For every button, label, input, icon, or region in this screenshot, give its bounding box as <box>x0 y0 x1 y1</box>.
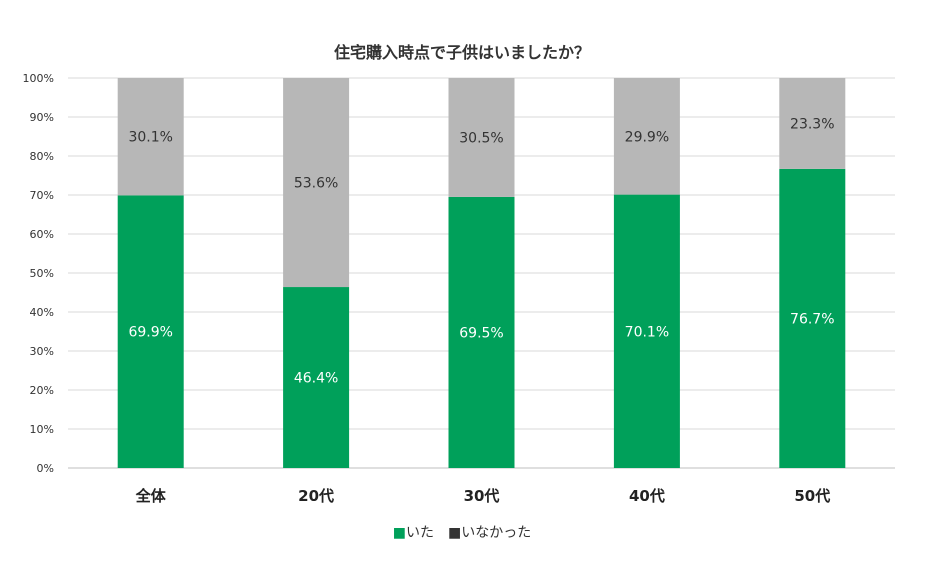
y-tick-label: 100% <box>23 72 54 85</box>
y-tick-label: 80% <box>30 150 54 163</box>
x-tick-label: 50代 <box>794 487 830 505</box>
y-tick-label: 60% <box>30 228 54 241</box>
bar-segment <box>117 78 184 196</box>
y-tick-label: 0% <box>37 462 54 475</box>
legend-text: ■いた ■いなかった <box>393 525 531 541</box>
legend-label: いた <box>406 525 448 541</box>
data-label: 23.3% <box>790 116 834 132</box>
bar-segment <box>283 287 350 468</box>
data-label: 29.9% <box>625 129 669 145</box>
bar-segment <box>779 168 846 468</box>
x-tick-label: 30代 <box>464 487 500 505</box>
data-label: 30.5% <box>459 130 503 146</box>
x-tick-label: 20代 <box>298 487 334 505</box>
data-label: 69.9% <box>128 325 172 341</box>
data-label: 53.6% <box>294 176 338 192</box>
bar-segment <box>448 196 515 468</box>
legend-marker: ■ <box>393 525 406 541</box>
y-tick-label: 50% <box>30 267 54 280</box>
bars <box>117 78 846 469</box>
y-tick-label: 90% <box>30 111 54 124</box>
x-tick-label: 全体 <box>135 487 167 505</box>
data-labels: 69.9% 30.1% 46.4% 53.6% 69.5% 30.5% 70.1% 29.9%… <box>128 116 834 386</box>
data-label: 69.5% <box>459 325 503 341</box>
x-axis-ticks: 全体 20代 30代 40代 50代 <box>135 487 831 505</box>
y-axis-ticks: 0% 10% 20% 30% 40% 50% 60% 70% 80% 90% 100% <box>23 72 54 475</box>
bar-segment <box>117 195 184 468</box>
data-label: 70.1% <box>625 324 669 340</box>
legend-marker: ■ <box>448 525 461 541</box>
chart-title: 住宅購入時点で子供はいましたか？ <box>334 43 590 62</box>
data-label: 76.7% <box>790 311 834 327</box>
y-tick-label: 10% <box>30 423 54 436</box>
y-tick-label: 20% <box>30 384 54 397</box>
bar-segment <box>613 194 680 469</box>
legend-label: いなかった <box>461 525 531 541</box>
bar-segment <box>613 78 680 195</box>
data-label: 46.4% <box>294 371 338 387</box>
bar-segment <box>448 78 515 197</box>
y-tick-label: 70% <box>30 189 54 202</box>
bar-segment <box>283 78 350 288</box>
data-label: 30.1% <box>128 130 172 146</box>
x-tick-label: 40代 <box>629 487 665 505</box>
legend: ■いた ■いなかった <box>393 525 531 541</box>
y-tick-label: 40% <box>30 306 54 319</box>
y-tick-label: 30% <box>30 345 54 358</box>
bar-segment <box>779 78 846 169</box>
